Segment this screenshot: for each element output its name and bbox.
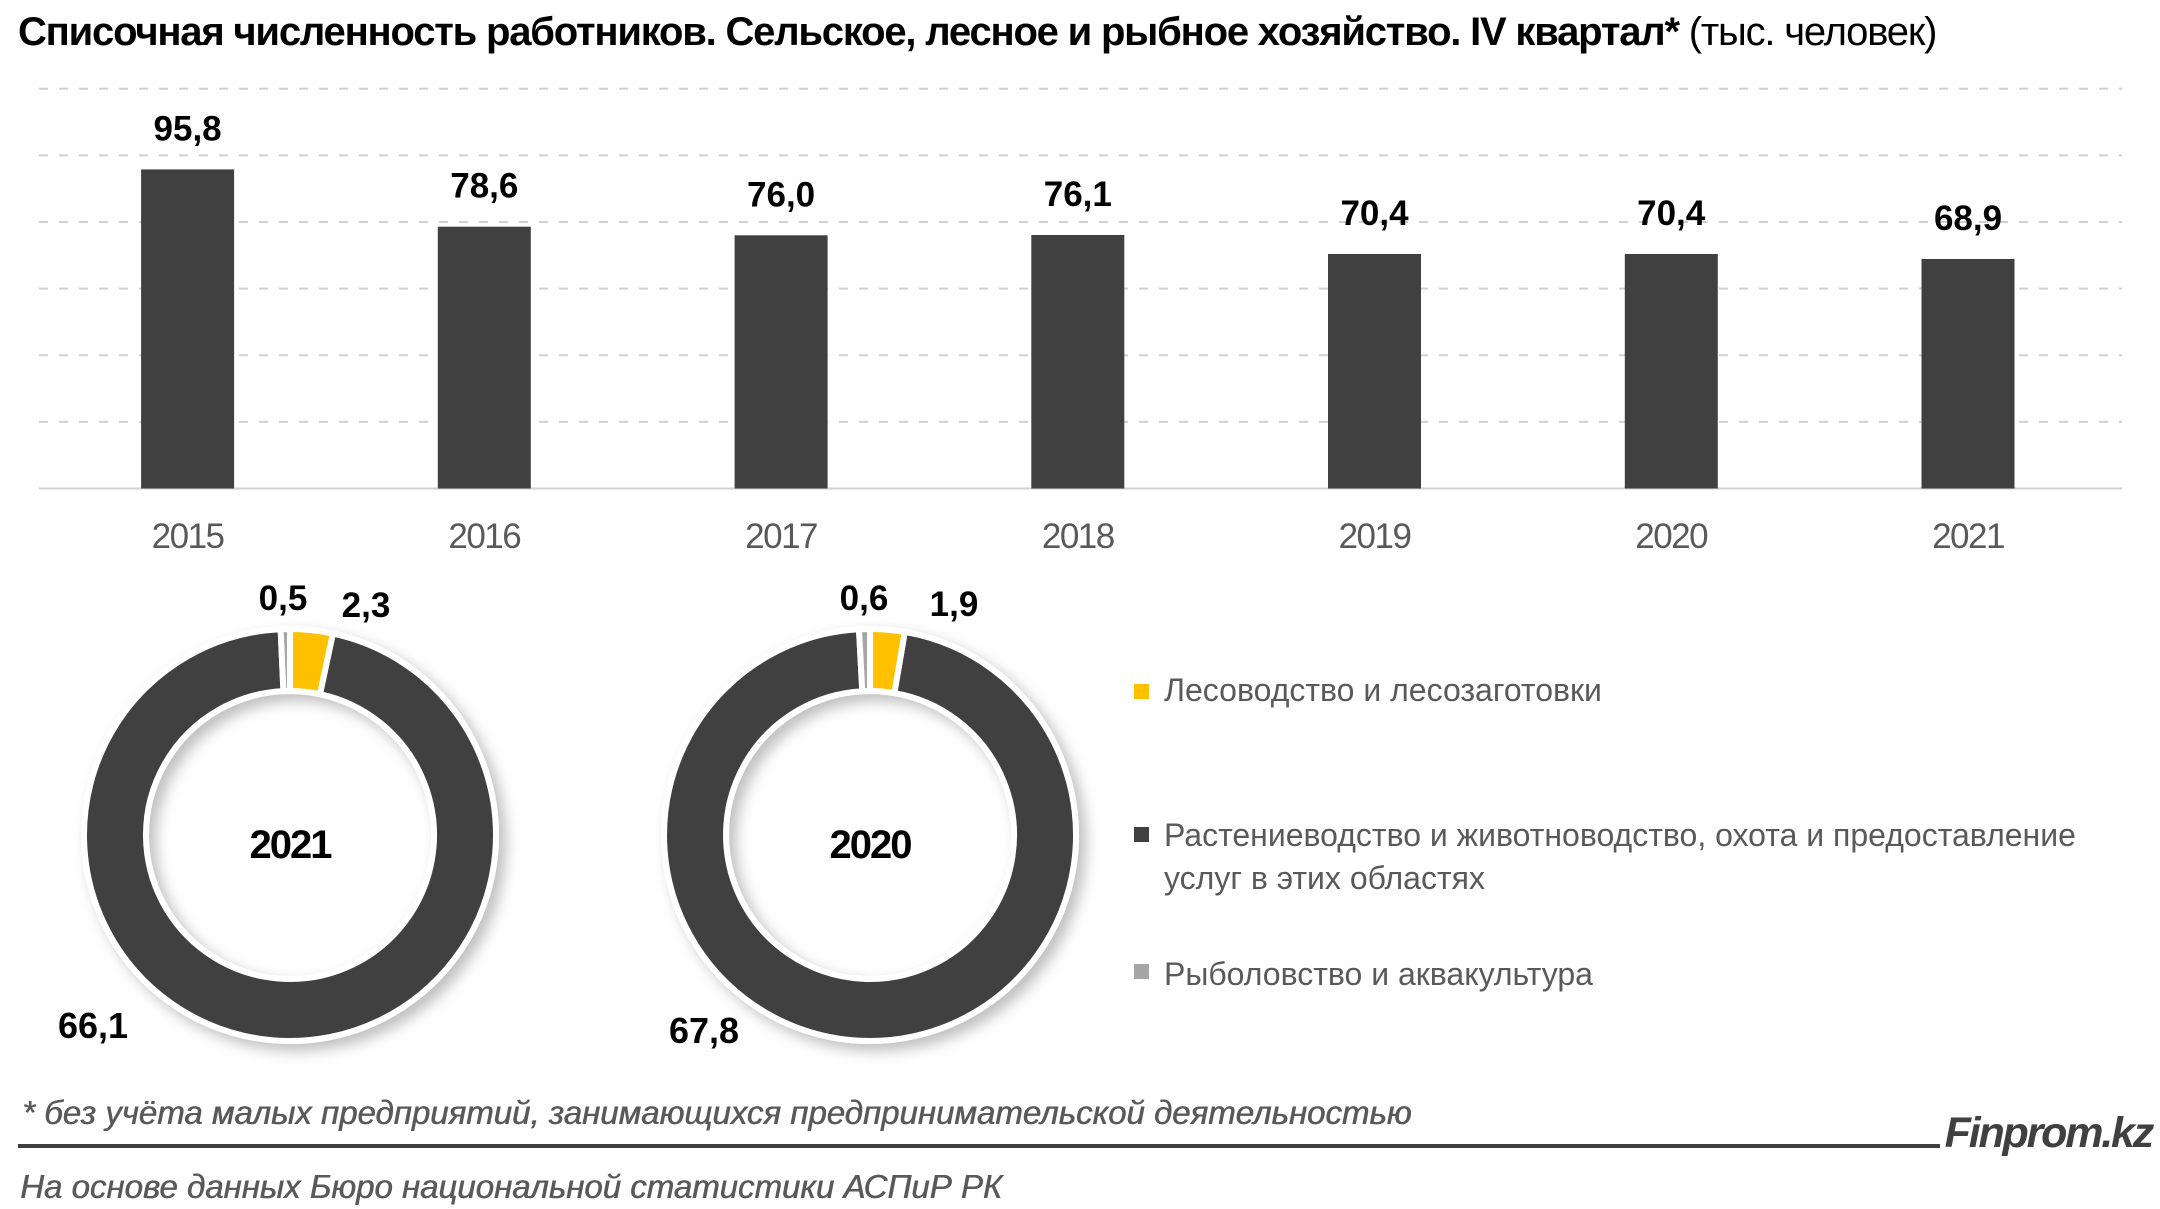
svg-text:2018: 2018	[1042, 517, 1114, 556]
svg-text:2017: 2017	[745, 517, 817, 556]
svg-text:76,0: 76,0	[747, 175, 815, 214]
svg-text:1,9: 1,9	[930, 585, 979, 624]
svg-text:78,6: 78,6	[450, 167, 518, 206]
svg-text:70,4: 70,4	[1340, 194, 1409, 233]
svg-text:0,6: 0,6	[840, 579, 889, 618]
svg-text:2020: 2020	[830, 823, 912, 867]
svg-text:2015: 2015	[152, 517, 224, 556]
svg-text:67,8: 67,8	[669, 1010, 739, 1051]
svg-text:70,4: 70,4	[1637, 194, 1706, 233]
svg-text:2,3: 2,3	[342, 586, 391, 625]
svg-text:0,5: 0,5	[259, 579, 308, 618]
svg-text:76,1: 76,1	[1044, 175, 1112, 214]
svg-text:2016: 2016	[448, 517, 520, 556]
svg-text:95,8: 95,8	[154, 109, 222, 148]
svg-text:68,9: 68,9	[1934, 199, 2002, 238]
svg-text:2019: 2019	[1339, 517, 1411, 556]
svg-text:66,1: 66,1	[58, 1005, 128, 1046]
svg-text:2020: 2020	[1635, 517, 1708, 556]
svg-text:2021: 2021	[250, 823, 333, 867]
svg-text:2021: 2021	[1932, 517, 2004, 556]
